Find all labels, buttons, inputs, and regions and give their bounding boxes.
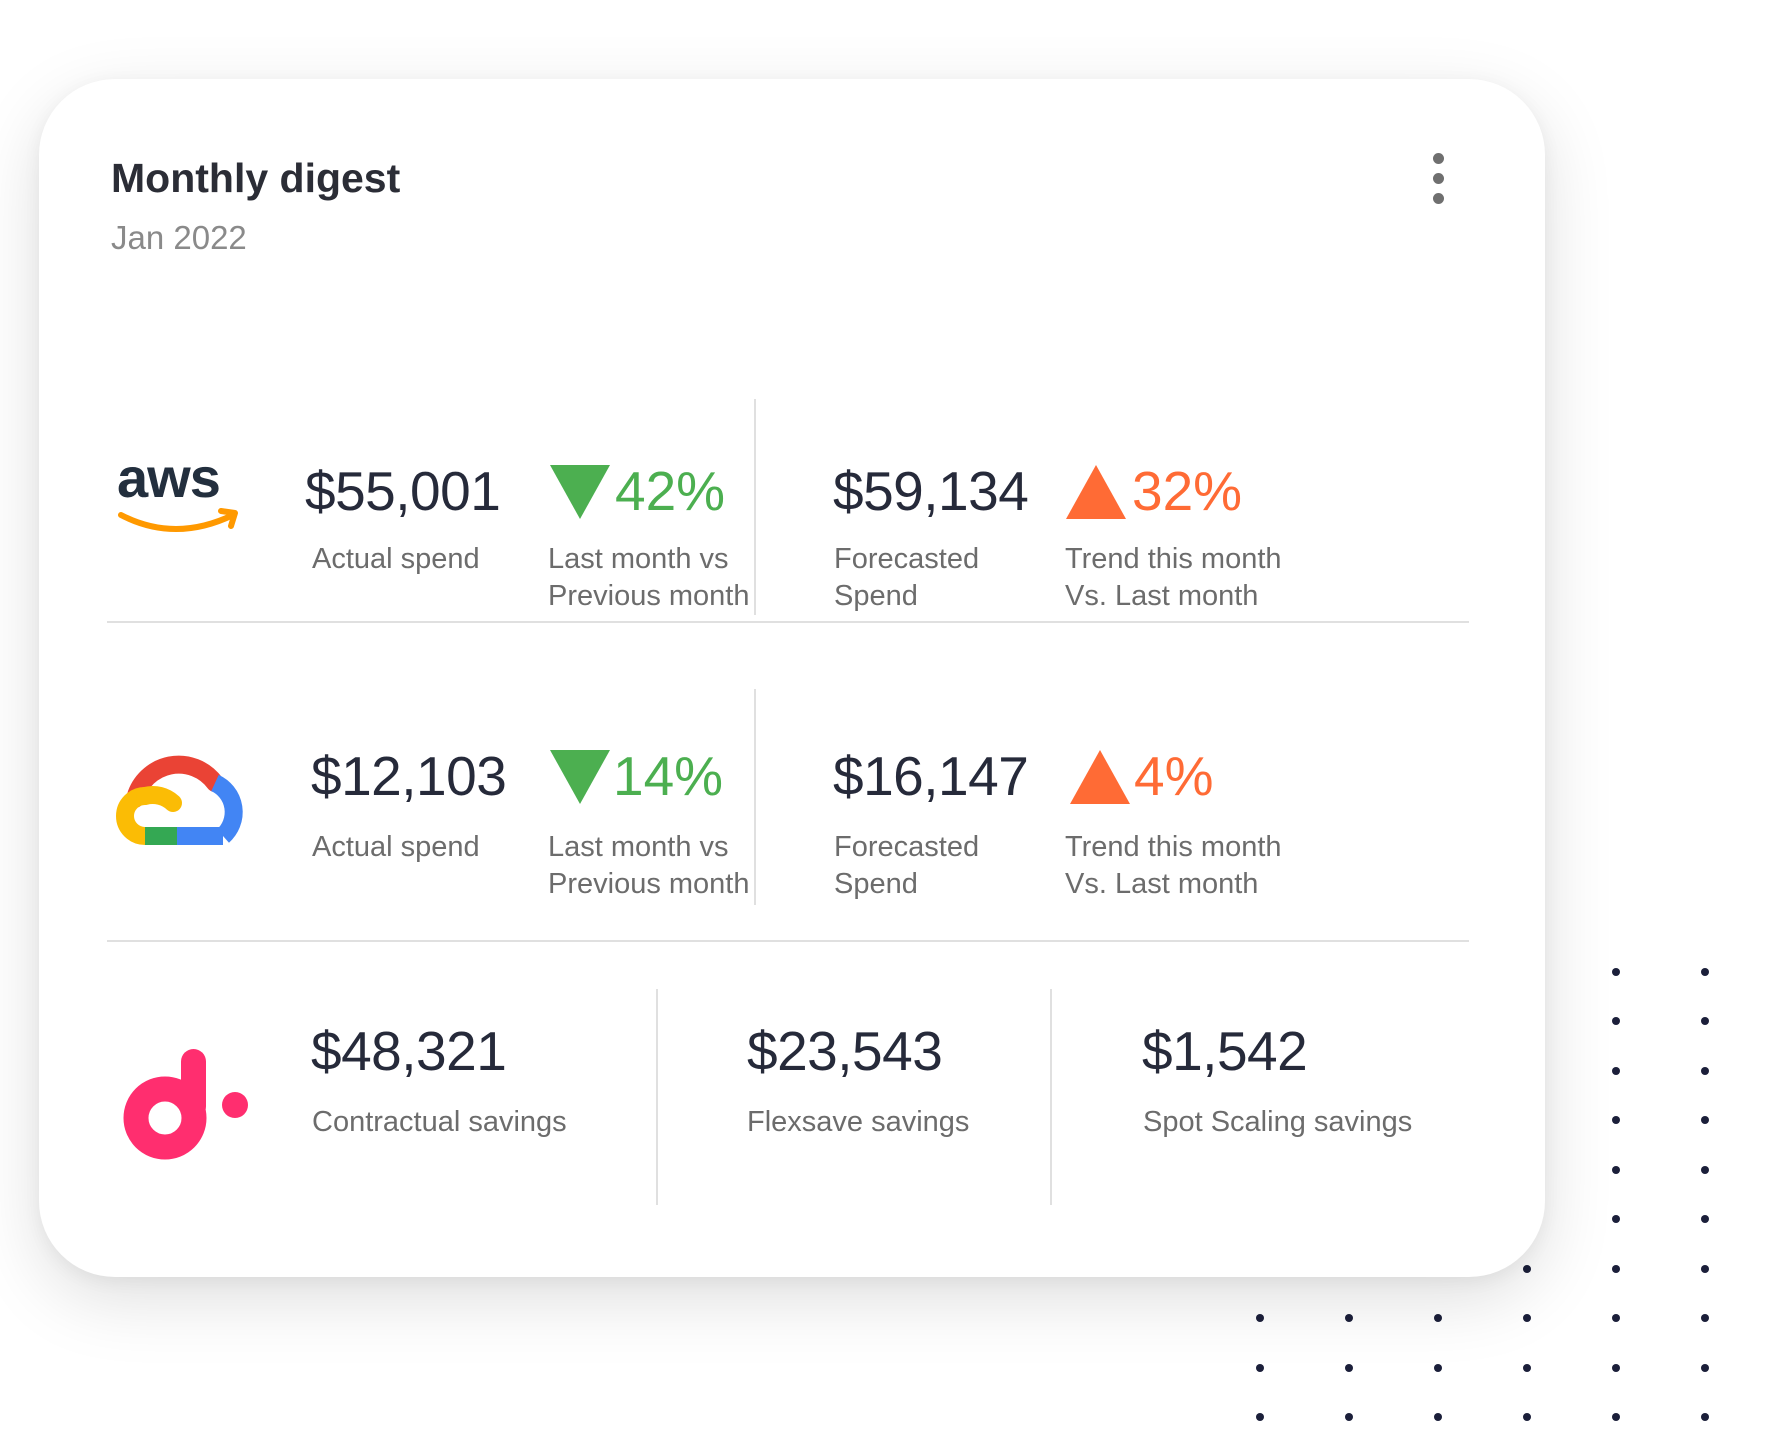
contractual-savings-value: $48,321 xyxy=(311,1020,507,1082)
grid-dot xyxy=(1701,1215,1709,1223)
gcp-forecast: $16,147 xyxy=(833,745,1029,807)
gcp-trend-label-1: Trend this month xyxy=(1065,831,1282,863)
grid-dot xyxy=(1434,1314,1442,1322)
aws-divider xyxy=(754,399,756,615)
row-divider-1 xyxy=(107,621,1469,623)
aws-change-pct: 42% xyxy=(615,460,726,522)
savings-divider-2 xyxy=(1050,989,1052,1205)
grid-dot xyxy=(1345,1314,1353,1322)
grid-dot xyxy=(1701,1166,1709,1174)
gcp-trend-up-icon xyxy=(1070,750,1130,804)
aws-logo: aws xyxy=(115,446,245,543)
grid-dot xyxy=(1612,968,1620,976)
spot-scaling-savings-value: $1,542 xyxy=(1142,1020,1308,1082)
grid-dot xyxy=(1345,1413,1353,1421)
gcp-forecast-label-1: Forecasted xyxy=(834,831,980,863)
grid-dot xyxy=(1612,1116,1620,1124)
grid-dot xyxy=(1612,1017,1620,1025)
aws-change-label-2: Previous month xyxy=(548,580,750,612)
grid-dot xyxy=(1701,1017,1709,1025)
grid-dot xyxy=(1345,1364,1353,1372)
gcp-divider xyxy=(754,689,756,905)
gcp-actual-spend: $12,103 xyxy=(311,745,507,807)
grid-dot xyxy=(1612,1314,1620,1322)
spot-scaling-savings-label: Spot Scaling savings xyxy=(1143,1106,1413,1138)
monthly-digest-card: Monthly digest Jan 2022 aws $55,001 Actu… xyxy=(39,79,1545,1277)
gcp-forecast-label-2: Spend xyxy=(834,868,918,900)
more-options-icon[interactable] xyxy=(1419,153,1459,207)
grid-dot xyxy=(1523,1413,1531,1421)
aws-logo-text: aws xyxy=(117,446,221,509)
contractual-savings-label: Contractual savings xyxy=(312,1106,567,1138)
grid-dot xyxy=(1612,1166,1620,1174)
grid-dot xyxy=(1434,1413,1442,1421)
aws-actual-label: Actual spend xyxy=(312,543,480,575)
card-date: Jan 2022 xyxy=(111,219,247,256)
aws-actual-spend: $55,001 xyxy=(305,460,501,522)
google-cloud-logo xyxy=(115,741,245,853)
aws-change-label-1: Last month vs xyxy=(548,543,729,575)
gcp-change-pct: 14% xyxy=(613,745,724,807)
doit-logo xyxy=(119,1039,259,1179)
grid-dot xyxy=(1701,1265,1709,1273)
grid-dot xyxy=(1523,1364,1531,1372)
gcp-row: $12,103 Actual spend 14% Last month vs P… xyxy=(39,679,1545,999)
gcp-trend-pct: 4% xyxy=(1134,745,1214,807)
gcp-change-down-icon xyxy=(550,750,610,804)
grid-dot xyxy=(1612,1215,1620,1223)
aws-trend-label-2: Vs. Last month xyxy=(1065,580,1259,612)
grid-dot xyxy=(1523,1314,1531,1322)
aws-trend-label-1: Trend this month xyxy=(1065,543,1282,575)
grid-dot xyxy=(1612,1413,1620,1421)
gcp-change-label-2: Previous month xyxy=(548,868,750,900)
grid-dot xyxy=(1701,1314,1709,1322)
gcp-change-label-1: Last month vs xyxy=(548,831,729,863)
grid-dot xyxy=(1256,1314,1264,1322)
grid-dot xyxy=(1701,1364,1709,1372)
row-divider-2 xyxy=(107,940,1469,942)
aws-trend-pct: 32% xyxy=(1132,460,1243,522)
grid-dot xyxy=(1256,1364,1264,1372)
gcp-trend-label-2: Vs. Last month xyxy=(1065,868,1259,900)
aws-forecast-label-2: Spend xyxy=(834,580,918,612)
grid-dot xyxy=(1434,1364,1442,1372)
aws-trend-up-icon xyxy=(1066,465,1126,519)
savings-row: $48,321 Contractual savings $23,543 Flex… xyxy=(39,979,1545,1277)
grid-dot xyxy=(1612,1265,1620,1273)
grid-dot xyxy=(1612,1067,1620,1075)
grid-dot xyxy=(1612,1364,1620,1372)
gcp-actual-label: Actual spend xyxy=(312,831,480,863)
aws-forecast: $59,134 xyxy=(833,460,1029,522)
savings-divider-1 xyxy=(656,989,658,1205)
flexsave-savings-value: $23,543 xyxy=(747,1020,943,1082)
aws-row: aws $55,001 Actual spend 42% Last month … xyxy=(39,329,1545,679)
aws-forecast-label-1: Forecasted xyxy=(834,543,980,575)
grid-dot xyxy=(1701,1067,1709,1075)
grid-dot xyxy=(1701,968,1709,976)
grid-dot xyxy=(1256,1413,1264,1421)
card-title: Monthly digest xyxy=(111,155,401,201)
flexsave-savings-label: Flexsave savings xyxy=(747,1106,970,1138)
grid-dot xyxy=(1701,1413,1709,1421)
grid-dot xyxy=(1701,1116,1709,1124)
aws-change-down-icon xyxy=(550,465,610,519)
